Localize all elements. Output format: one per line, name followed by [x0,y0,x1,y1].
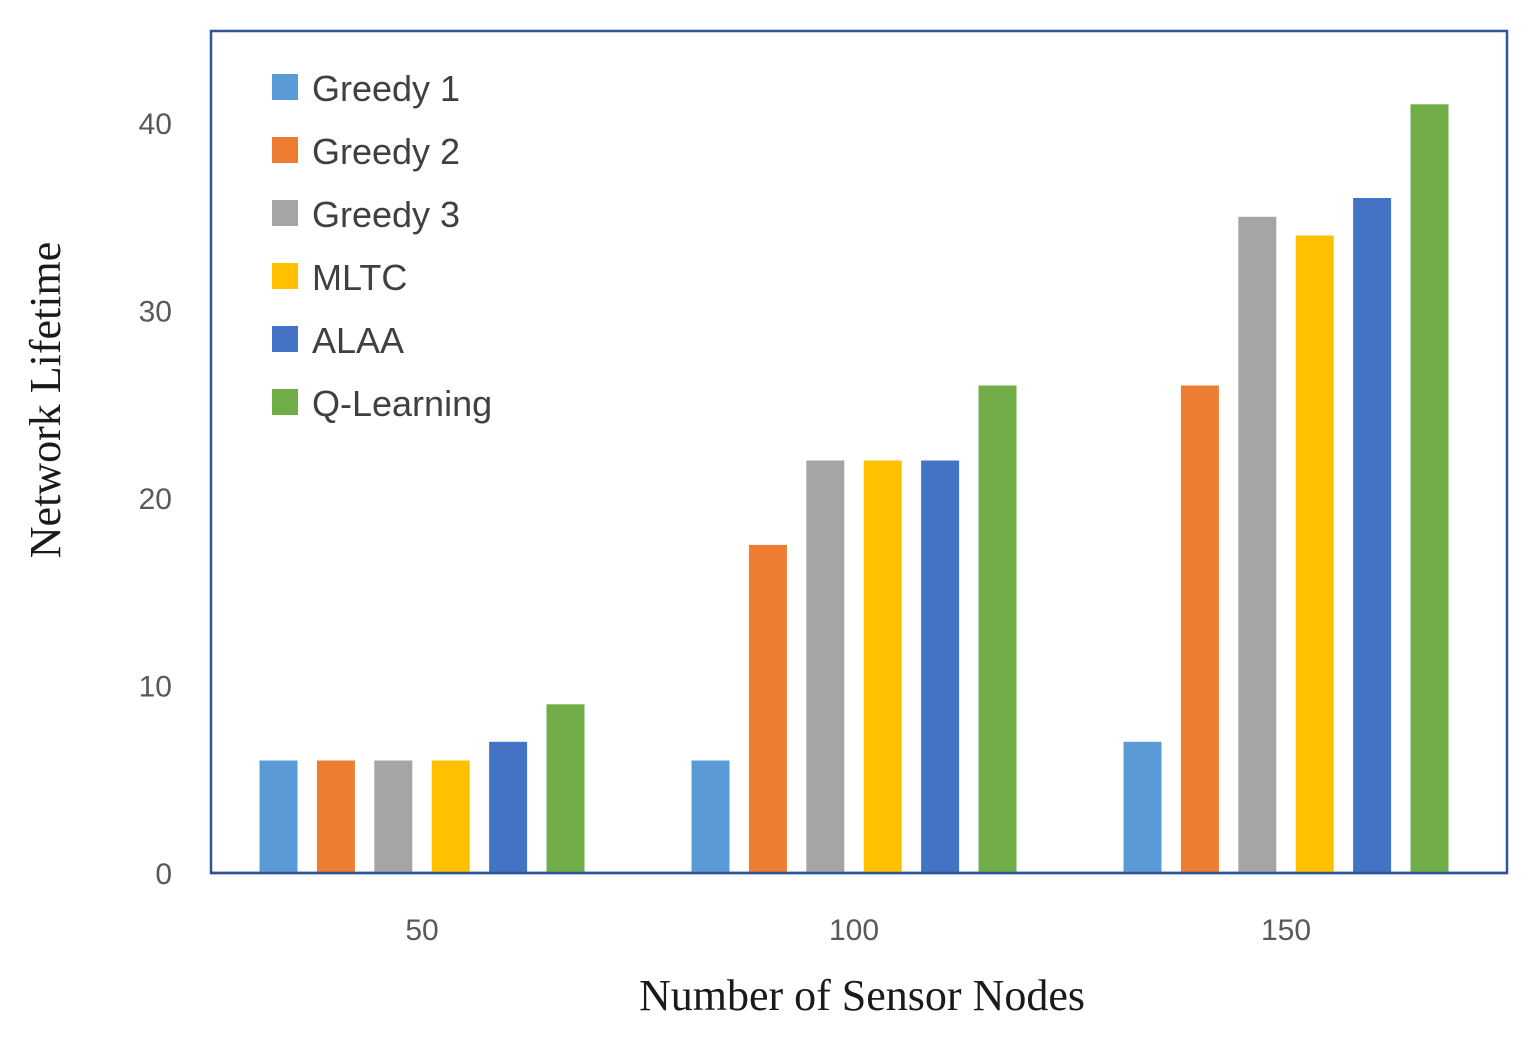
y-tick-label: 10 [139,671,172,704]
bar-alaa-50 [489,741,528,874]
legend-swatch [272,326,298,352]
bar-mltc-50 [431,760,470,873]
legend-swatch [272,137,298,163]
y-tick-labels: 0 10 20 30 40 [139,108,172,891]
x-tick-label: 150 [1261,914,1311,947]
legend-label: Greedy 2 [312,131,460,172]
legend: Greedy 1 Greedy 2 Greedy 3 MLTC ALAA Q-Learni… [272,68,492,424]
bar-q-learning-50 [546,704,585,874]
legend-swatch [272,389,298,415]
bar-greedy-2-50 [316,760,355,873]
y-tick-label: 20 [139,483,172,516]
bar-greedy-1-50 [259,760,298,873]
legend-label: Greedy 1 [312,68,460,109]
bar-alaa-100 [921,460,960,873]
x-tick-label: 100 [829,914,879,947]
bar-q-learning-150 [1410,104,1449,874]
y-axis-title: Network Lifetime [21,242,70,558]
bar-greedy-3-50 [374,760,413,873]
bar-mltc-150 [1295,235,1334,873]
bar-greedy-2-100 [748,544,787,873]
bar-greedy-3-100 [806,460,845,873]
bar-greedy-1-150 [1123,741,1162,874]
bar-q-learning-100 [978,385,1017,873]
legend-label: Q-Learning [312,383,492,424]
bar-greedy-3-150 [1238,216,1277,874]
x-axis-title: Number of Sensor Nodes [639,971,1085,1020]
x-tick-labels: 50 100 150 [405,914,1311,947]
legend-swatch [272,200,298,226]
y-tick-label: 40 [139,108,172,141]
bar-greedy-1-100 [691,760,730,873]
legend-label: Greedy 3 [312,194,460,235]
bar-mltc-100 [863,460,902,873]
x-tick-label: 50 [405,914,438,947]
y-tick-label: 0 [155,858,172,891]
legend-swatch [272,263,298,289]
bar-greedy-2-150 [1180,385,1219,873]
legend-label: MLTC [312,257,407,298]
bar-alaa-150 [1353,198,1392,873]
legend-label: ALAA [312,320,404,361]
bars-group [259,104,1449,874]
legend-swatch [272,74,298,100]
y-tick-label: 30 [139,296,172,329]
